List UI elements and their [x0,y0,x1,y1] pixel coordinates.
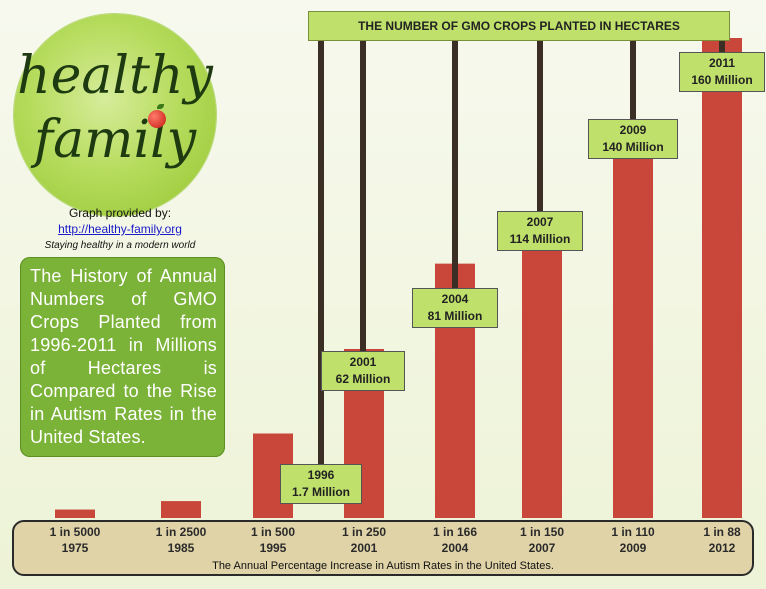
gmo-amount: 1.7 Million [291,485,350,499]
gmo-stick-2001 [360,41,366,351]
autism-rate-text: 1 in 250 [341,525,387,539]
gmo-stick-2004 [452,41,458,288]
category-label-2004: 1 in 166 2004 [410,524,500,556]
gmo-label-2001: 2001 62 Million [321,351,405,391]
gmo-stick-2007 [537,41,543,211]
gmo-year: 2009 [619,123,647,137]
autism-rate-text: 1 in 150 [519,525,565,539]
gmo-year: 2011 [708,56,736,70]
autism-year-text: 2004 [441,541,469,555]
gmo-label-1996: 1996 1.7 Million [280,464,362,504]
autism-rates-panel: The Annual Percentage Increase in Autism… [12,520,754,576]
gmo-year: 2001 [349,355,377,369]
gmo-stick-2009 [630,41,636,119]
x-axis-caption: The Annual Percentage Increase in Autism… [212,560,554,572]
autism-bar-2012 [702,38,742,518]
category-label-1975: 1 in 5000 1975 [30,524,120,556]
gmo-label-2004: 2004 81 Million [412,288,498,328]
autism-rate-text: 1 in 500 [250,525,296,539]
gmo-amount: 114 Million [509,232,571,246]
logo-word-healthy: healthy [17,46,213,106]
autism-bar-1975 [55,509,95,518]
autism-rate-text: 1 in 5000 [49,525,101,539]
category-label-2012: 1 in 88 2012 [677,524,766,556]
category-label-1985: 1 in 2500 1985 [136,524,226,556]
credit-provided-by: Graph provided by: [68,206,172,220]
gmo-label-2007: 2007 114 Million [497,211,583,251]
healthy-family-logo: healthy family [14,14,216,216]
autism-year-text: 1985 [167,541,195,555]
autism-year-text: 2012 [708,541,736,555]
autism-rate-text: 1 in 88 [703,525,741,539]
autism-year-text: 1995 [259,541,287,555]
credit-tagline: Staying healthy in a modern world [44,240,196,251]
gmo-amount: 160 Million [691,73,753,87]
gmo-year: 2007 [526,215,554,229]
gmo-year: 2004 [441,292,469,306]
autism-year-text: 2001 [350,541,378,555]
gmo-amount: 140 Million [602,140,664,154]
category-label-2009: 1 in 110 2009 [588,524,678,556]
autism-bar-2009 [613,133,653,518]
autism-bar-1985 [161,501,201,518]
autism-bar-2007 [522,236,562,519]
gmo-stick-1996 [318,41,324,464]
chart-title: THE NUMBER OF GMO CROPS PLANTED IN HECTA… [308,11,730,41]
gmo-stick-2011 [719,41,725,52]
gmo-amount: 62 Million [335,372,391,386]
category-label-2001: 1 in 250 2001 [319,524,409,556]
credit-url-link[interactable]: http://healthy-family.org [58,222,182,236]
gmo-year: 1996 [307,468,335,482]
gmo-label-2011: 2011 160 Million [679,52,765,92]
autism-rate-text: 1 in 166 [432,525,478,539]
apple-icon [148,110,166,128]
history-textbox: The History of Annual Numbers of GMO Cro… [20,257,225,457]
autism-year-text: 2009 [619,541,647,555]
logo-word-family: family [33,110,197,170]
gmo-amount: 81 Million [427,309,483,323]
gmo-label-2009: 2009 140 Million [588,119,678,159]
autism-rate-text: 1 in 110 [611,525,655,539]
autism-year-text: 1975 [61,541,89,555]
autism-rate-text: 1 in 2500 [155,525,207,539]
autism-year-text: 2007 [528,541,556,555]
category-label-2007: 1 in 150 2007 [497,524,587,556]
apple-leaf-icon [157,104,164,109]
category-label-1995: 1 in 500 1995 [228,524,318,556]
